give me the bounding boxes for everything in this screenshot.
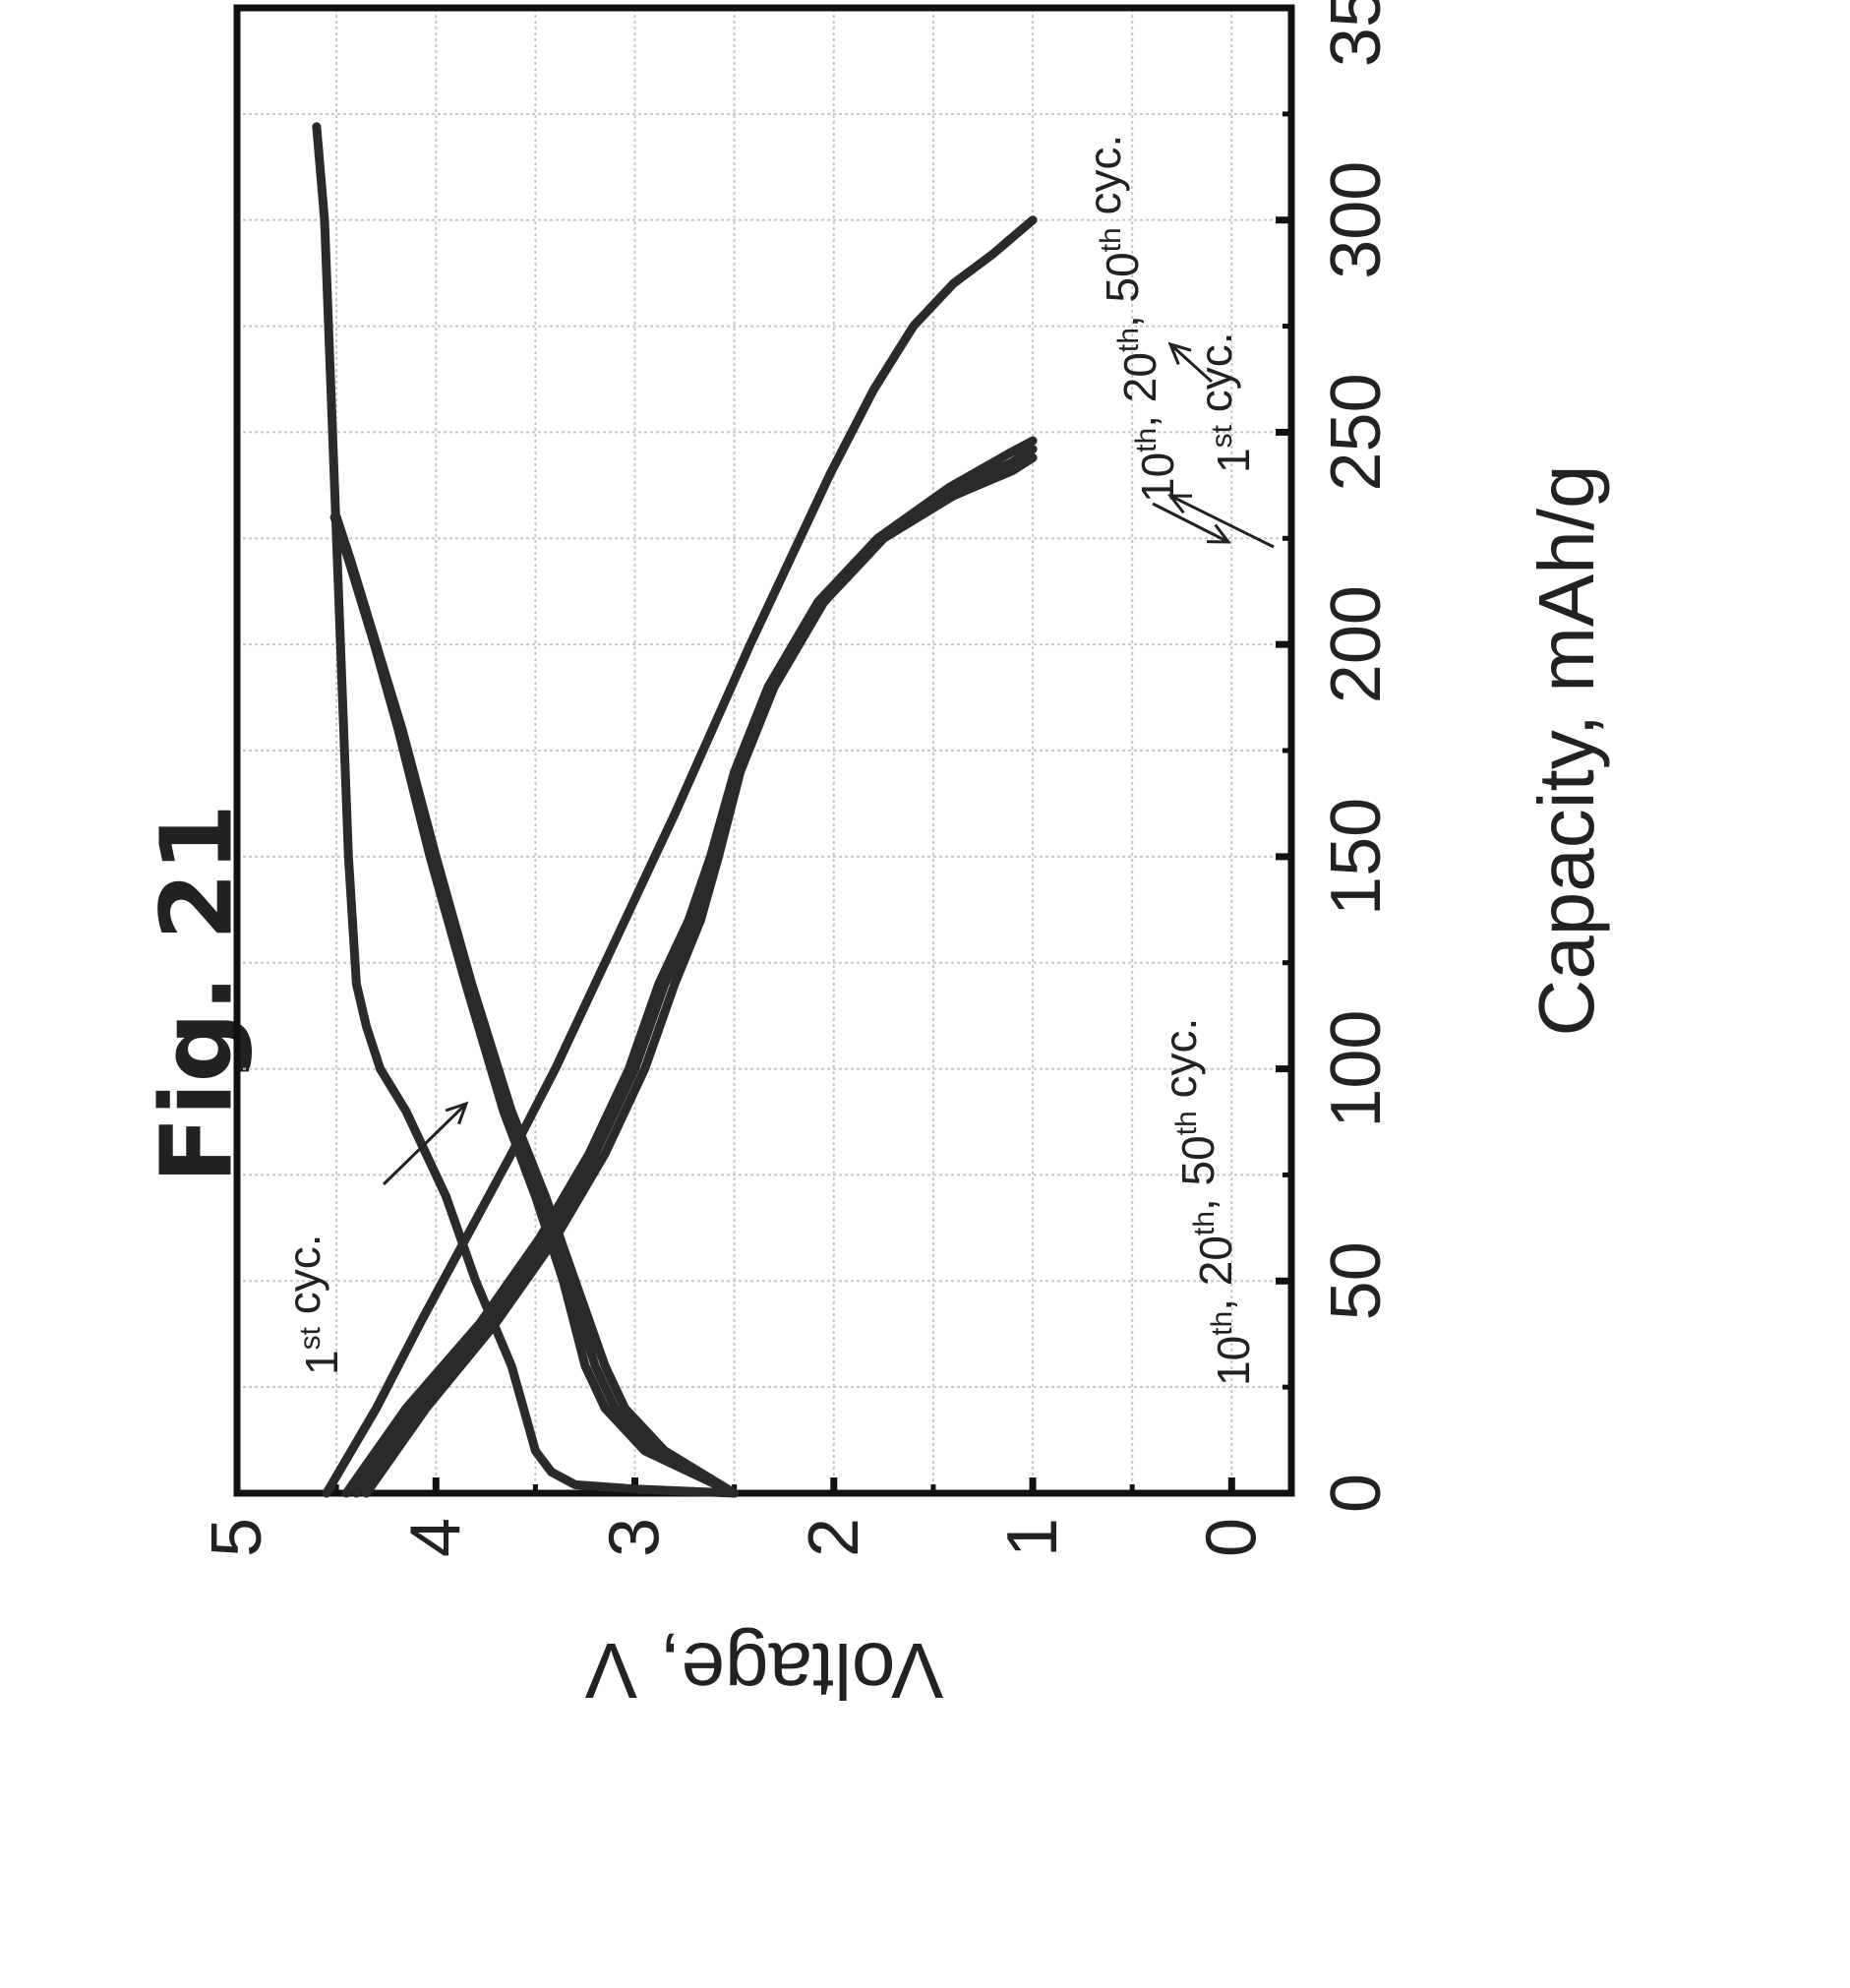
voltage-curve: [331, 512, 740, 1498]
voltage-curve: [331, 512, 740, 1498]
arrow-head: [1166, 494, 1193, 514]
arrow-head: [1167, 341, 1192, 365]
y-tick-label: 5: [198, 1518, 276, 1557]
x-tick-label: 100: [1317, 1010, 1396, 1128]
voltage-curve: [362, 445, 1038, 1498]
x-tick-label: 350: [1317, 0, 1396, 67]
x-tick-label: 200: [1317, 585, 1396, 703]
arrow-shaft: [382, 1102, 468, 1186]
arrow-shaft: [1152, 502, 1229, 544]
arrow-head: [1206, 523, 1232, 544]
y-tick-label: 1: [993, 1518, 1072, 1557]
voltage-curve: [329, 512, 740, 1498]
x-axis-title: Capacity, mAh/g: [1522, 465, 1610, 1037]
cycle-annotation: 10th, 20th, 50th cyc.: [1079, 135, 1183, 503]
y-tick-label: 3: [596, 1518, 675, 1557]
arrow-shaft: [1169, 494, 1275, 549]
y-tick-label: 2: [795, 1518, 873, 1557]
y-axis-title: Voltage, V: [584, 1627, 943, 1715]
cycle-annotation: 1st cyc.: [1190, 332, 1259, 474]
voltage-curve: [322, 215, 1038, 1498]
y-tick-label: 4: [396, 1518, 475, 1557]
x-tick-label: 50: [1317, 1241, 1396, 1320]
cycle-annotation: 1st cyc.: [278, 1235, 347, 1376]
x-tick-label: 300: [1317, 161, 1396, 279]
x-tick-label: 250: [1317, 373, 1396, 491]
cycle-annotation: 10th, 20th, 50th cyc.: [1155, 1018, 1259, 1386]
arrow-shaft: [1168, 342, 1214, 384]
x-tick-label: 0: [1317, 1474, 1396, 1513]
y-tick-label: 0: [1192, 1518, 1271, 1557]
voltage-curve: [341, 436, 1038, 1498]
chart: 0 50 100 150 200 250 300 350 0 1 2 3 4 5 Capacity, mAh…: [198, 0, 1610, 1715]
voltage-curve: [351, 452, 1038, 1498]
voltage-curve: [312, 122, 740, 1498]
arrow-head: [445, 1101, 469, 1125]
x-tick-label: 150: [1317, 798, 1396, 916]
